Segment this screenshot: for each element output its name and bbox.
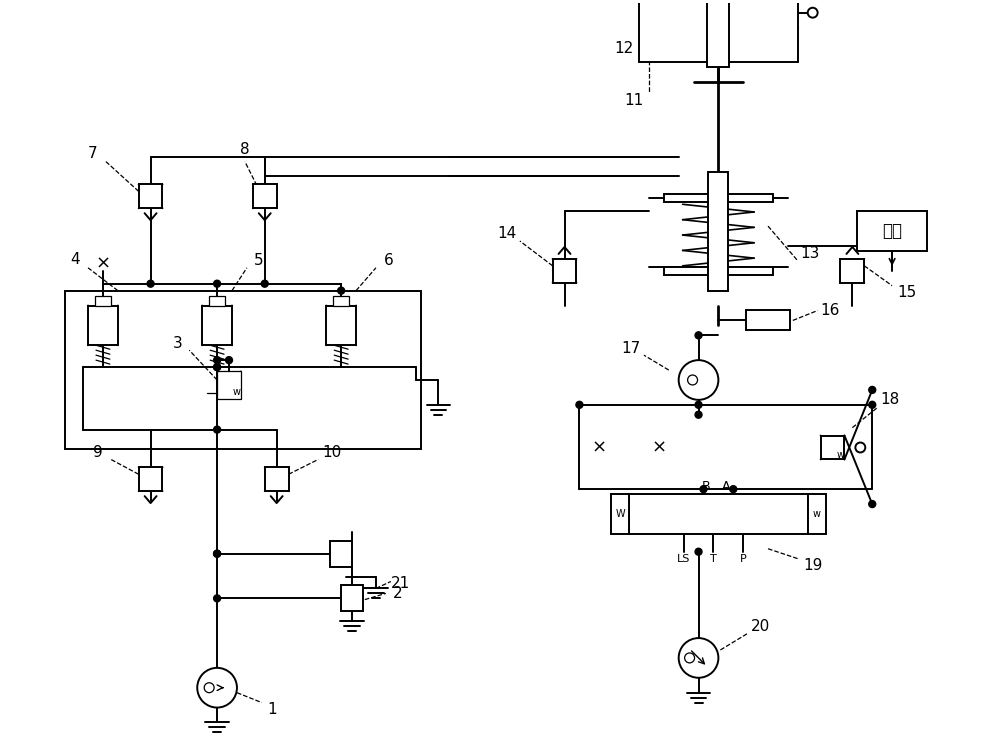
Text: 20: 20 [750,618,770,634]
Circle shape [197,668,237,708]
Circle shape [576,401,583,408]
Bar [253,184,277,208]
Text: w: w [836,451,844,460]
Bar [707,0,729,67]
Bar [746,311,790,330]
Bar [857,211,927,251]
Bar [95,296,111,305]
Circle shape [214,550,221,557]
Bar [209,296,225,305]
Circle shape [808,8,818,17]
Circle shape [695,332,702,339]
Bar [217,371,241,399]
Circle shape [688,375,698,385]
Text: W: W [615,509,625,519]
Circle shape [869,500,876,507]
Circle shape [338,287,345,294]
Bar [202,305,232,345]
Circle shape [869,386,876,393]
Text: 吊鉤: 吊鉤 [882,222,902,240]
Text: P: P [740,553,747,564]
Text: 18: 18 [880,392,900,407]
Text: 13: 13 [800,246,819,262]
Bar [639,0,798,62]
Text: LS: LS [677,553,690,564]
Circle shape [214,426,221,433]
Text: 19: 19 [803,558,822,573]
Bar [341,585,363,612]
Circle shape [700,485,707,493]
Bar [821,435,844,460]
Text: ×: × [95,255,111,273]
Bar [708,172,728,290]
Circle shape [869,401,876,408]
Bar [808,494,826,534]
Circle shape [730,485,737,493]
Bar [664,194,773,203]
Bar [611,494,629,534]
Circle shape [214,280,221,287]
Text: 16: 16 [820,303,839,318]
Circle shape [147,280,154,287]
Text: 21: 21 [391,576,410,591]
Bar [553,259,576,283]
Text: w: w [233,387,241,397]
Text: 5: 5 [254,253,264,268]
Text: 9: 9 [93,445,103,460]
Circle shape [214,364,221,370]
Bar [333,296,349,305]
Text: A: A [722,480,731,493]
Text: T: T [710,553,717,564]
Text: ×: × [651,438,666,457]
Text: B: B [702,480,711,493]
Circle shape [204,683,214,692]
Bar [139,467,162,491]
Text: 4: 4 [70,253,80,268]
Text: 2: 2 [393,586,403,601]
Text: 10: 10 [323,445,342,460]
Bar [840,259,864,283]
Bar [664,267,773,274]
Bar [139,184,162,208]
Circle shape [695,411,702,418]
Text: 1: 1 [267,702,277,717]
Bar [326,305,356,345]
Bar [65,290,421,450]
Circle shape [679,360,718,400]
Circle shape [214,550,221,557]
Circle shape [226,357,232,364]
Circle shape [679,638,718,678]
Bar [88,305,118,345]
Text: ×: × [592,438,607,457]
Circle shape [214,595,221,602]
Circle shape [214,364,221,370]
Text: 7: 7 [88,146,98,161]
Text: 6: 6 [384,253,394,268]
Circle shape [695,401,702,408]
Circle shape [855,442,865,452]
Text: 11: 11 [624,92,644,107]
Text: 14: 14 [497,225,517,240]
Text: 12: 12 [614,41,634,56]
Circle shape [685,653,695,663]
Circle shape [695,548,702,555]
Text: 8: 8 [240,142,250,157]
Bar [629,494,808,534]
Circle shape [214,357,221,364]
Text: 17: 17 [621,341,641,356]
Text: 15: 15 [897,285,917,300]
Text: w: w [813,509,821,519]
Text: 3: 3 [173,336,182,351]
Bar [265,467,289,491]
Bar [330,541,352,566]
Circle shape [261,280,268,287]
